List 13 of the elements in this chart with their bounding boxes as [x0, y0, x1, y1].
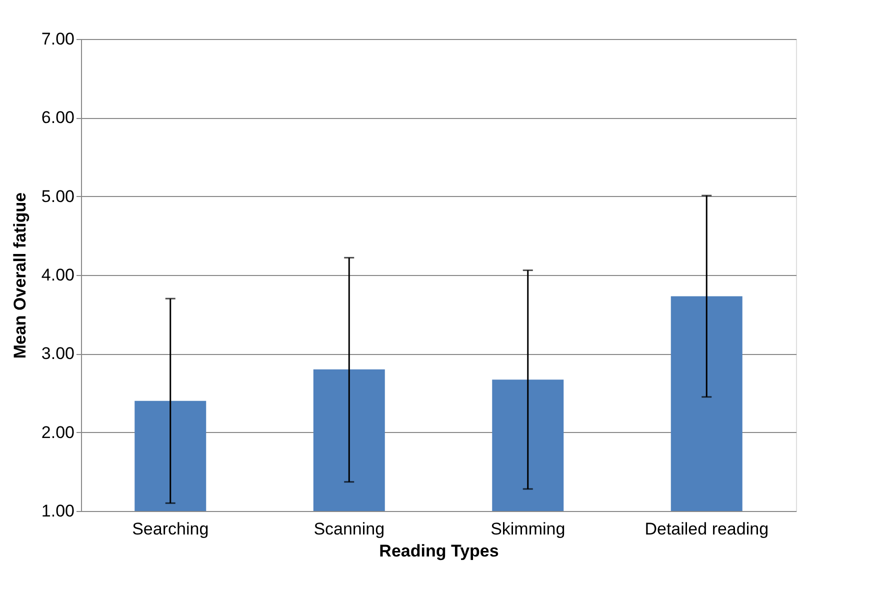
- y-tick-label: 2.00: [41, 422, 74, 442]
- y-tick-label: 6.00: [41, 108, 74, 128]
- x-tick-label: Scanning: [314, 520, 385, 538]
- y-tick-label: 1.00: [41, 502, 74, 520]
- y-tick-label: 5.00: [41, 186, 74, 206]
- y-tick-label: 3.00: [41, 344, 74, 364]
- x-axis-title: Reading Types: [379, 542, 499, 560]
- y-axis-title: Mean Overall fatigue: [10, 192, 30, 359]
- x-tick-label: Skimming: [490, 520, 566, 538]
- x-tick-label: Searching: [132, 520, 209, 538]
- x-tick-label: Detailed reading: [644, 520, 769, 538]
- y-tick-label: 7.00: [41, 30, 74, 48]
- y-tick-label: 4.00: [41, 266, 74, 284]
